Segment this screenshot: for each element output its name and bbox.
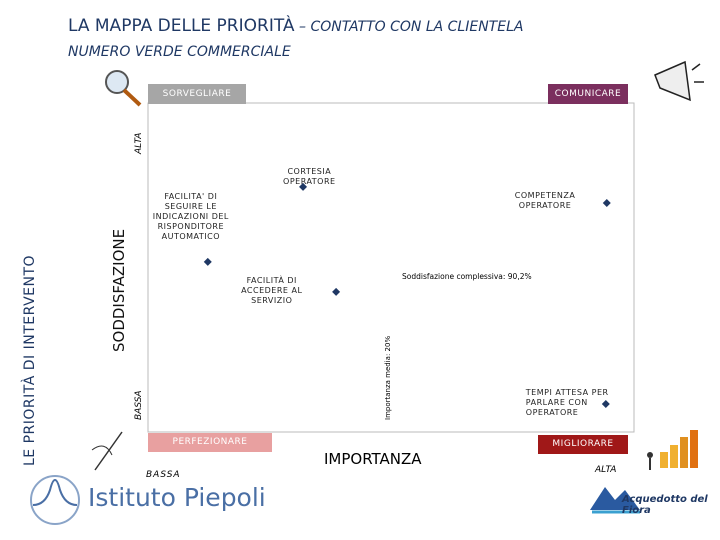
logo-text: Istituto Piepoli [88,483,266,512]
subtitle: NUMERO VERDE COMMERCIALE [68,44,291,60]
data-point [299,182,308,191]
point-label: CORTESIA OPERATORE [283,166,336,186]
quadrant-label: PERFEZIONARE [172,437,248,447]
x-high-label: ALTA [595,465,617,475]
data-point [601,400,610,409]
quadrant-label: SORVEGLIARE [162,89,232,99]
logo-text: Acquedotto del Fiora [622,494,708,516]
quadrant-box [148,84,246,104]
growth-icon [647,430,698,470]
y-high-label: ALTA [134,132,144,154]
y-low-label: BASSA [134,390,144,420]
quadrant-box [148,433,272,452]
reference-label: Soddisfazione complessiva: 90,2% [402,272,532,281]
quadrant-box [538,435,628,454]
point-label: TEMPI ATTESA PER PARLARE CON OPERATORE [525,388,609,418]
title-row: LA MAPPA DELLE PRIORITÀ – CONTATTO CON L… [68,16,523,36]
point-label: FACILITÀ DI ACCEDERE AL SERVIZIO [241,275,303,305]
point-label: COMPETENZA OPERATORE [514,191,576,211]
x-low-label: BASSA [146,470,181,480]
plot-area [147,102,635,433]
quadrant-box [548,84,628,104]
data-point [332,287,341,296]
y-axis-label: SODDISFAZIONE [110,228,128,352]
quadrant-label: MIGLIORARE [552,439,614,449]
reference-label: Importanza media: 20% [384,335,392,420]
x-axis-label: IMPORTANZA [324,450,422,468]
title-suffix: – CONTATTO CON LA CLIENTELA [294,19,524,35]
fiora-logo-mark [590,487,640,514]
side-label: LE PRIORITÀ DI INTERVENTO [22,254,38,466]
chart-title: LA MAPPA DELLE PRIORITÀ [68,16,295,36]
piepoli-logo-mark [30,475,80,525]
quadrant-label: COMUNICARE [554,89,622,99]
megaphone-icon [654,60,704,102]
pen-icon [91,431,123,471]
data-point [203,257,212,266]
data-point [602,199,611,208]
point-label: FACILITA' DI SEGUIRE LE INDICAZIONI DEL … [152,191,229,241]
magnifier-icon [105,70,142,107]
